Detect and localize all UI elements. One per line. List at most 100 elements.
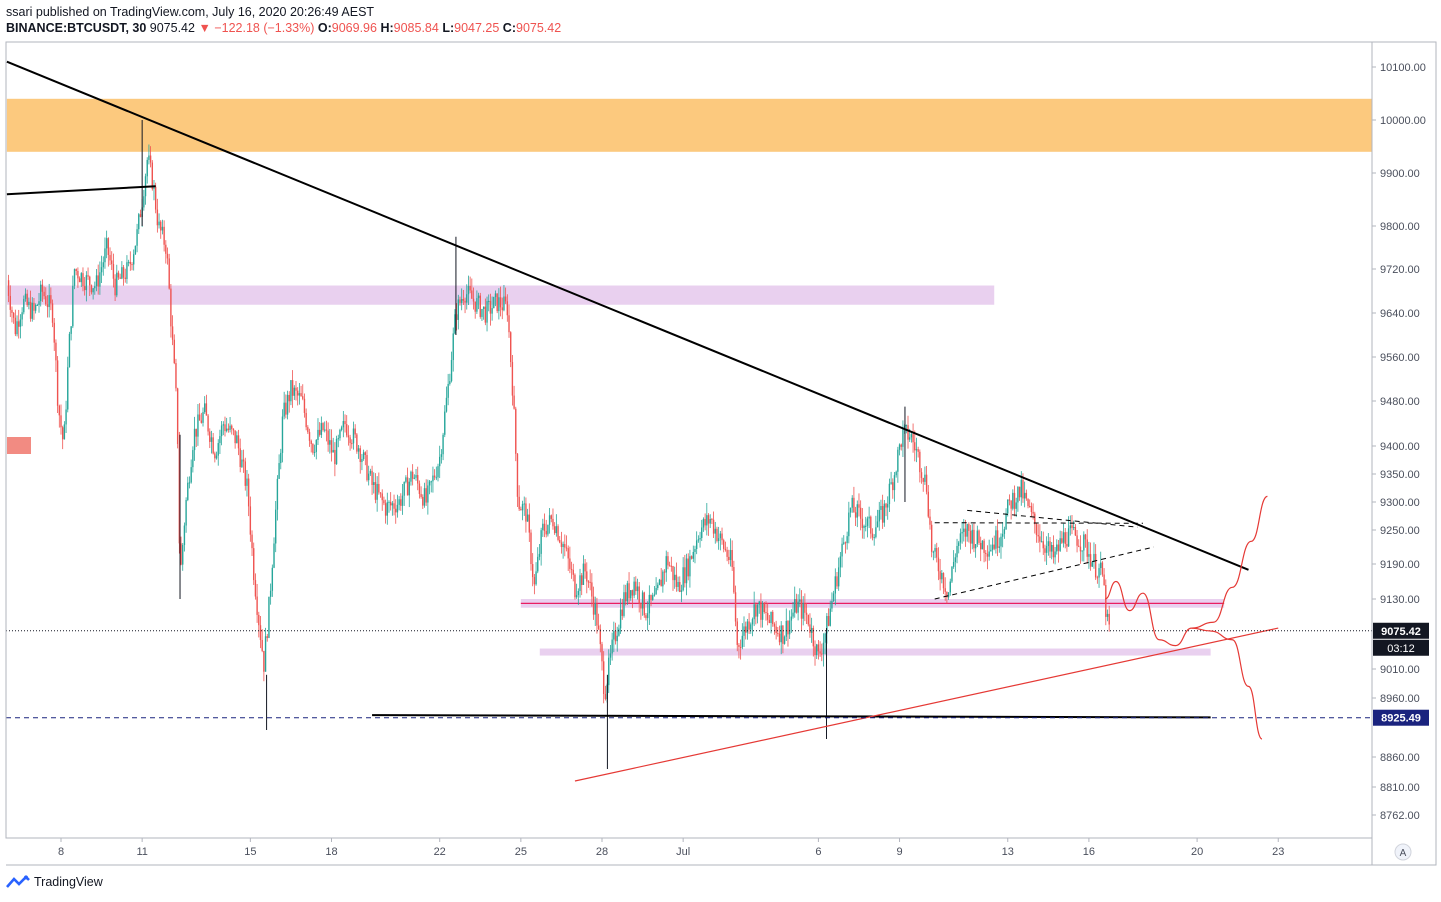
candle-body [875,527,877,538]
y-tick-label: 9350.00 [1380,469,1420,481]
candle-body [415,475,417,478]
candle-body [885,503,887,508]
candle-body [773,624,776,627]
candle-body [814,646,816,656]
last-price-value: 9075.42 [1381,626,1421,638]
candle-body [467,285,470,295]
candle-body [873,537,875,539]
candle-body [1093,553,1095,563]
x-tick-label: 25 [515,846,527,858]
tradingview-logo[interactable]: TradingView [6,875,103,889]
candle-body [854,512,857,518]
candle-body [565,547,568,549]
candle-body [626,583,629,602]
candle-body [388,501,390,503]
time-axis[interactable]: 8 11 15 18 22 25 28 Jul 6 9 13 16 20 23 [58,838,1284,858]
candle-body [628,583,630,599]
candle-body [418,483,421,494]
candle-body [912,434,914,443]
candle-body [400,499,402,506]
candle-body [148,155,150,160]
candle-body [247,478,250,507]
candle-body [810,627,813,633]
y-tick-label: 9480.00 [1380,396,1420,408]
candle-body [43,291,45,297]
candle-body [831,601,833,609]
candle-body [469,285,471,291]
candle-body [584,563,586,572]
candle-body [122,267,125,278]
candle-body [95,275,98,287]
trendline-3[interactable] [574,627,1279,782]
candle-body [709,519,711,524]
candle-body [50,295,52,304]
candle-body [357,448,360,452]
candle-body [716,528,718,542]
candle-body [969,530,972,544]
candle-body [476,298,478,312]
candle-body [70,326,72,334]
candle-body [359,448,361,463]
candle-body [878,509,880,522]
candle-body [816,644,818,656]
y-tick-label: 10000.00 [1380,115,1426,127]
candle-body [521,504,524,511]
candle-body [968,524,970,531]
candle-body [765,611,767,614]
candle-body [1089,554,1092,567]
candle-body [961,531,963,534]
candle-body [21,312,23,320]
candle-body [361,459,363,463]
candle-body [439,456,441,467]
candle-body [268,596,270,638]
auto-scale-button[interactable] [1394,843,1412,861]
close-label: C: [502,21,516,35]
candle-body [964,528,967,537]
candle-body [440,454,443,457]
candle-body [582,563,585,585]
candle-body [146,159,148,177]
trendline-4[interactable] [934,546,1154,600]
projection-path-1 [1191,495,1268,629]
chart-frame [5,41,1437,866]
candle-body [340,427,343,430]
candle-body [313,451,316,453]
candle-body [636,586,639,592]
price-axis[interactable]: 10100.00 10000.00 9900.00 9800.00 9720.00 964… [1372,62,1426,822]
candle-body [601,644,603,662]
candle-body [1094,553,1097,578]
candle-body [883,503,886,523]
candle-body [937,557,940,572]
y-tick-label: 9560.00 [1380,352,1420,364]
candle-body [68,333,71,368]
trendline-0[interactable] [6,60,1249,571]
trendline-2[interactable] [372,714,1211,719]
candle-body [41,284,44,292]
candle-body [78,278,81,283]
candle-body [33,302,35,311]
trendline-5[interactable] [934,522,1144,524]
candle-body [951,566,953,582]
candle-body [121,267,123,279]
candle-body [616,635,618,642]
candle-body [1040,541,1043,543]
candle-body [454,314,456,334]
candle-body [351,443,353,445]
candle-body [594,603,596,615]
close-value: 9075.42 [516,21,562,35]
candle-body [286,394,289,415]
candle-body [756,604,759,617]
candle-body [36,304,39,306]
candle-body [564,544,566,548]
candle-body [805,612,808,615]
candle-body [944,588,946,592]
candle-body [291,380,294,396]
trendline-6[interactable] [967,509,1138,528]
tradingview-brand: TradingView [34,875,103,889]
trendline-1[interactable] [6,185,156,196]
candle-body [848,512,850,537]
candle-body [381,493,383,501]
candle-body [339,429,341,439]
candle-body [898,444,901,450]
